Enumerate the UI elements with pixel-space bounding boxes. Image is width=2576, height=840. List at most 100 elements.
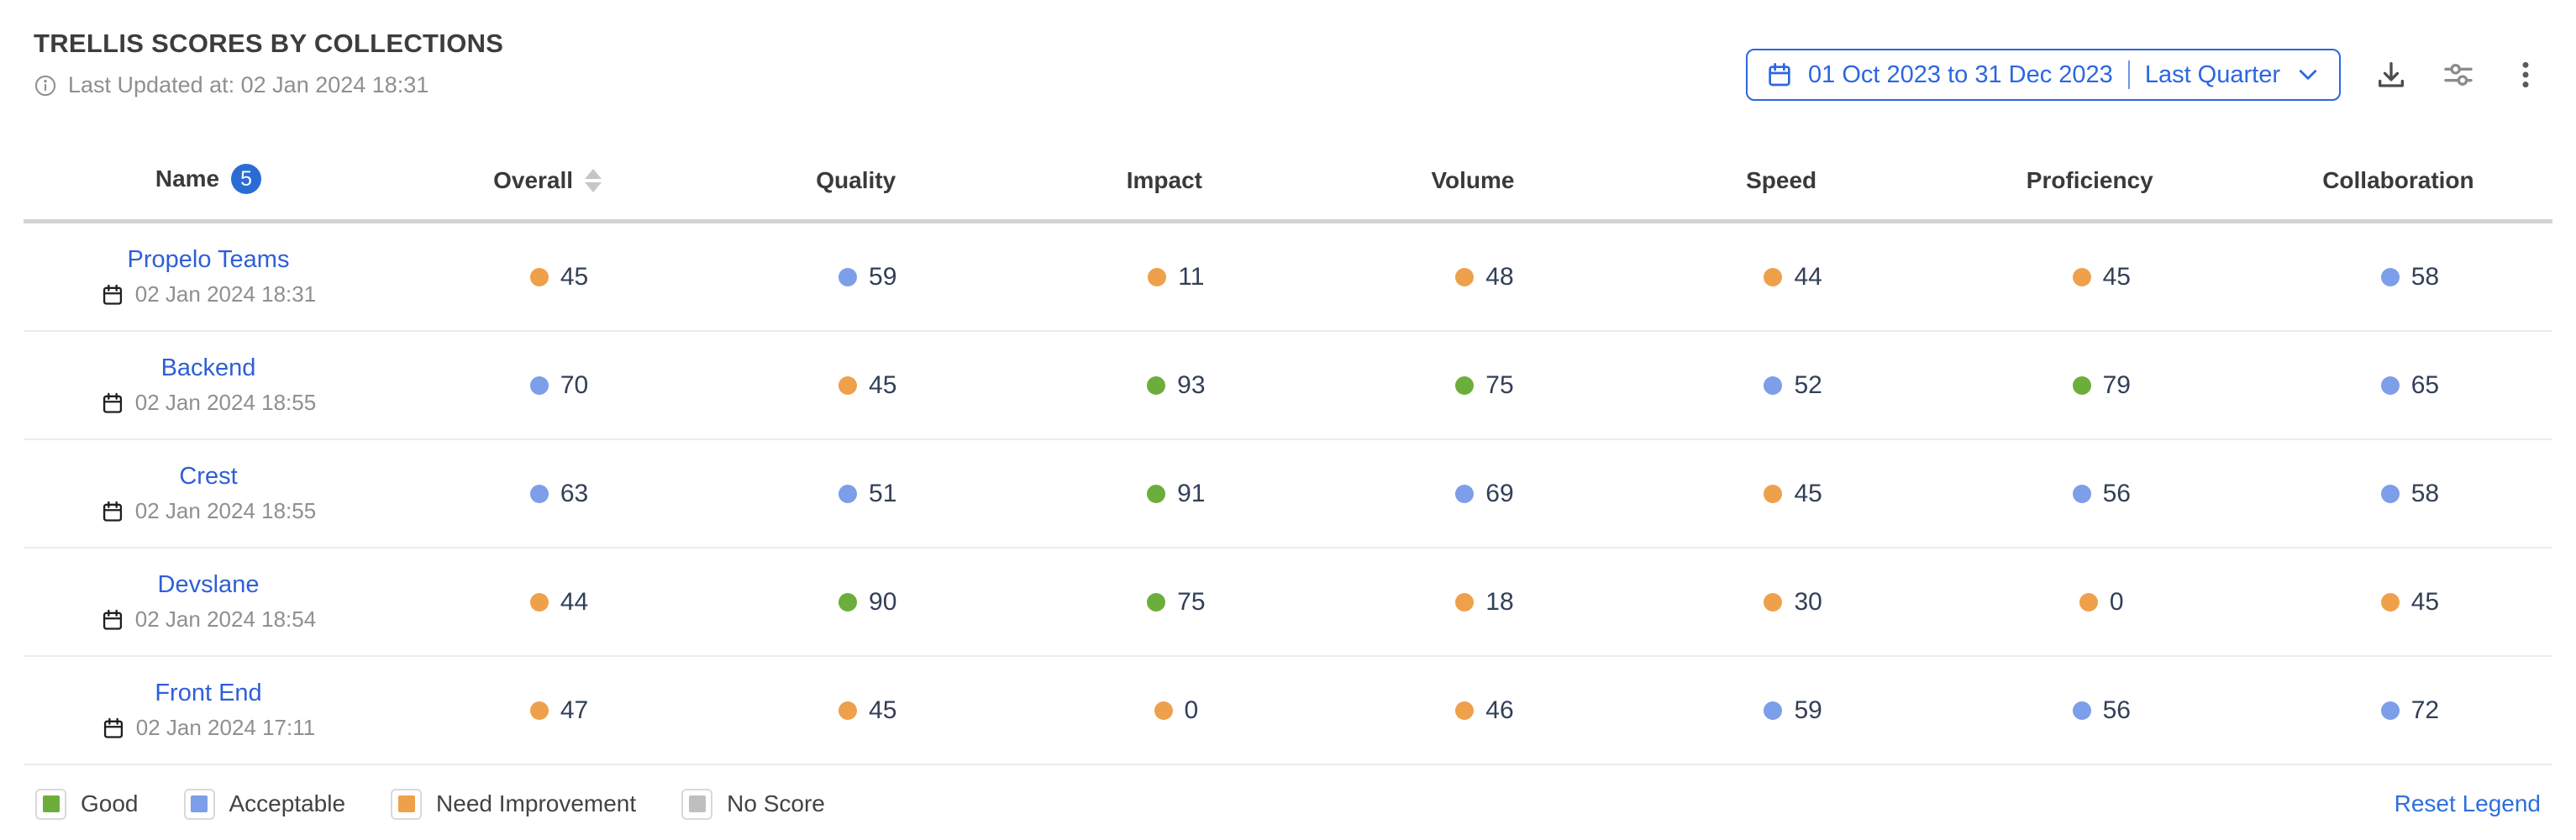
score-value: 70: [560, 370, 589, 399]
score-cell: 44: [1639, 263, 1948, 291]
widget-settings-button[interactable]: [2442, 58, 2475, 92]
legend-status-swatch: [42, 795, 60, 812]
score-status-dot: [529, 592, 549, 612]
score-value: 11: [1178, 262, 1205, 291]
score-cell: 56: [1948, 696, 2256, 725]
sort-icon[interactable]: [585, 169, 602, 192]
column-header-proficiency: Proficiency: [2026, 167, 2153, 193]
page-title: TRELLIS SCORES BY COLLECTIONS: [34, 29, 504, 58]
calendar-icon: [1769, 63, 1790, 87]
score-cell: 65: [2256, 371, 2564, 400]
score-value: 56: [2102, 479, 2131, 507]
score-cell: 45: [2256, 588, 2564, 617]
row-updated-at: 02 Jan 2024 18:55: [134, 498, 317, 523]
legend-item[interactable]: Good: [35, 788, 139, 820]
row-updated-line: 02 Jan 2024 18:55: [101, 498, 316, 524]
chevron-down-icon: [2299, 70, 2317, 80]
collection-link[interactable]: Crest: [179, 463, 238, 490]
legend-item[interactable]: No Score: [681, 788, 825, 820]
legend-status-swatch: [397, 795, 415, 812]
info-icon: [34, 75, 56, 96]
score-cell: 0: [1948, 588, 2256, 617]
score-value: 45: [869, 696, 897, 724]
score-value: 18: [1485, 587, 1514, 616]
score-status-dot: [1764, 267, 1783, 286]
table-row: Devslane 02 Jan 2024 18:54 44 90 75 18 3…: [24, 549, 2552, 657]
trellis-scores-table: Name 5 Overall Quality Impact Volume Spe…: [24, 99, 2552, 840]
score-status-dot: [529, 484, 549, 503]
widget-header: TRELLIS SCORES BY COLLECTIONS Last Updat…: [0, 0, 2576, 101]
calendar-icon: [103, 609, 122, 630]
score-status-dot: [2072, 375, 2091, 395]
legend-item[interactable]: Need Improvement: [391, 788, 637, 820]
score-value: 52: [1794, 370, 1822, 399]
last-updated-text: Last Updated at: 02 Jan 2024 18:31: [68, 72, 429, 97]
legend-item-label: No Score: [727, 790, 825, 816]
divider: [2127, 60, 2130, 89]
legend-status-swatch: [688, 795, 706, 812]
score-status-dot: [1154, 701, 1173, 720]
score-value: 90: [869, 587, 897, 616]
score-cell: 45: [405, 263, 713, 291]
column-header-impact: Impact: [1126, 167, 1202, 193]
score-cell: 47: [405, 696, 713, 725]
score-status-dot: [839, 375, 858, 395]
legend-item-label: Need Improvement: [436, 790, 637, 816]
calendar-icon: [103, 284, 122, 305]
score-value: 30: [1794, 587, 1822, 616]
legend-status-chip: [391, 788, 423, 820]
score-cell: 18: [1330, 588, 1638, 617]
score-value: 69: [1485, 479, 1514, 507]
score-cell: 75: [1022, 588, 1330, 617]
score-cell: 46: [1330, 696, 1638, 725]
score-status-dot: [1764, 592, 1783, 612]
score-status-dot: [839, 267, 858, 286]
more-menu-button[interactable]: [2509, 58, 2542, 92]
score-value: 59: [869, 262, 897, 291]
name-cell: Propelo Teams 02 Jan 2024 18:31: [24, 246, 393, 307]
collection-link[interactable]: Backend: [160, 354, 256, 381]
column-header-name: Name 5: [24, 164, 393, 194]
score-cell: 0: [1022, 696, 1330, 725]
last-updated: Last Updated at: 02 Jan 2024 18:31: [34, 72, 503, 98]
score-status-dot: [529, 701, 549, 720]
column-header-overall[interactable]: Overall: [393, 167, 702, 194]
score-cell: 44: [405, 588, 713, 617]
collection-link[interactable]: Devslane: [157, 571, 260, 598]
score-cell: 59: [713, 263, 1022, 291]
reset-legend-link[interactable]: Reset Legend: [2394, 790, 2541, 816]
download-button[interactable]: [2374, 58, 2408, 92]
table-header-row: Name 5 Overall Quality Impact Volume Spe…: [24, 99, 2552, 223]
score-cell: 93: [1022, 371, 1330, 400]
score-status-dot: [1147, 592, 1166, 612]
score-status-dot: [1764, 484, 1783, 503]
column-label: Overall: [493, 167, 574, 193]
calendar-icon: [103, 717, 123, 738]
collection-link[interactable]: Front End: [155, 680, 262, 706]
calendar-icon: [103, 501, 122, 522]
date-range-picker[interactable]: 01 Oct 2023 to 31 Dec 2023 Last Quarter: [1746, 49, 2341, 101]
score-value: 44: [560, 587, 589, 616]
column-header-speed: Speed: [1746, 167, 1817, 193]
score-value: 93: [1177, 370, 1206, 399]
score-cell: 72: [2256, 696, 2564, 725]
download-icon: [2379, 62, 2404, 87]
score-cell: 11: [1022, 263, 1330, 291]
score-status-dot: [1455, 375, 1475, 395]
header-actions: 01 Oct 2023 to 31 Dec 2023 Last Quarter: [1746, 49, 2542, 101]
score-status-dot: [529, 375, 549, 395]
score-cell: 58: [2256, 263, 2564, 291]
score-value: 44: [1794, 262, 1822, 291]
score-value: 75: [1485, 370, 1514, 399]
score-status-dot: [2380, 484, 2400, 503]
score-value: 45: [1794, 479, 1822, 507]
legend-item[interactable]: Acceptable: [183, 788, 345, 820]
score-status-dot: [1455, 267, 1475, 286]
score-value: 75: [1177, 587, 1206, 616]
score-cell: 63: [405, 480, 713, 508]
legend-status-chip: [35, 788, 66, 820]
date-range-label: 01 Oct 2023 to 31 Dec 2023: [1808, 60, 2113, 88]
column-label: Name: [155, 165, 220, 192]
collection-link[interactable]: Propelo Teams: [127, 246, 290, 273]
row-updated-at: 02 Jan 2024 18:31: [134, 281, 317, 307]
